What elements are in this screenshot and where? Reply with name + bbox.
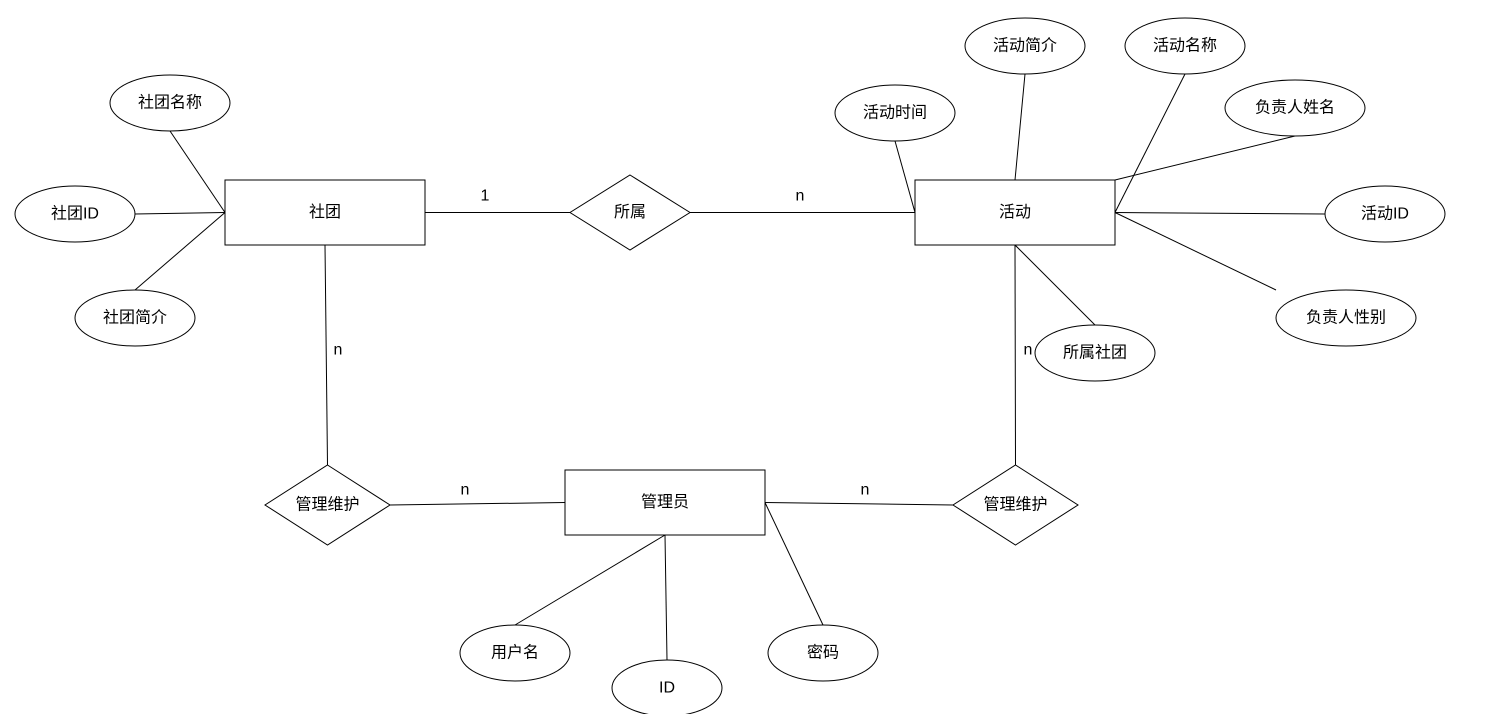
edge (1115, 213, 1276, 291)
relation-manage_r-label: 管理维护 (983, 496, 1047, 514)
edge (325, 245, 328, 465)
edge (765, 503, 953, 506)
cardinality-club_manage_l: n (334, 342, 343, 359)
attribute-act_name-label: 活动名称 (1153, 37, 1217, 55)
attribute-club_name-label: 社团名称 (138, 94, 202, 112)
edge (665, 535, 667, 660)
edge (1115, 213, 1325, 215)
attribute-club_intro-label: 社团简介 (103, 309, 167, 327)
attribute-admin_pw-label: 密码 (807, 644, 839, 662)
edge (135, 213, 225, 291)
edge (170, 131, 225, 213)
edge (515, 535, 665, 625)
attribute-admin_id-label: ID (659, 680, 675, 697)
relation-manage_l-label: 管理维护 (295, 496, 359, 514)
edge (390, 503, 565, 506)
attribute-act_id-label: 活动ID (1361, 205, 1409, 223)
edge (895, 141, 915, 213)
text-layer: 社团 活动管理员 所属管理维护 管理维护 社团名称社团ID 社团简介 活动时间 活动简介 活动名… (51, 37, 1409, 697)
attribute-act_time-label: 活动时间 (863, 104, 927, 122)
attribute-act_owner-label: 负责人姓名 (1255, 99, 1335, 117)
edge (1015, 245, 1095, 325)
entity-activity-label: 活动 (999, 203, 1031, 221)
attribute-act_intro-label: 活动简介 (993, 37, 1057, 55)
cardinality-belong_activity: n (796, 188, 805, 205)
attribute-act_club-label: 所属社团 (1063, 344, 1127, 362)
relation-belong-label: 所属 (614, 203, 646, 221)
cardinality-club_belong: 1 (481, 188, 490, 205)
er-diagram: 社团 活动管理员 所属管理维护 管理维护 社团名称社团ID 社团简介 活动时间 活动简介 活动名… (0, 0, 1498, 714)
entity-club-label: 社团 (309, 203, 341, 221)
cardinality-manage_l_admin: n (461, 482, 470, 499)
cardinality-admin_manage_r: n (861, 482, 870, 499)
attribute-admin_user-label: 用户名 (491, 644, 539, 662)
edge (1015, 74, 1025, 180)
cardinality-manage_r_activity: n (1024, 342, 1033, 359)
edge (1115, 74, 1185, 213)
edge (765, 503, 823, 626)
attribute-act_gender-label: 负责人性别 (1306, 309, 1386, 327)
shapes-layer (15, 18, 1445, 714)
entity-admin-label: 管理员 (641, 493, 689, 511)
attribute-club_id-label: 社团ID (51, 205, 99, 223)
edge (135, 213, 225, 215)
edge (1015, 245, 1016, 465)
